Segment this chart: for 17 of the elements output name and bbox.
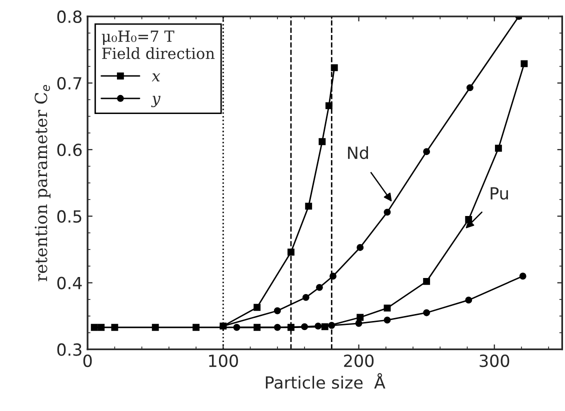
- legend-label: y: [151, 96, 161, 108]
- y-axis-title: retention parameter C$_{e}$: [34, 85, 50, 282]
- annotation: Nd: [348, 146, 368, 160]
- y-tick-label: 0.8: [57, 10, 82, 24]
- y-tick-label: 0.4: [57, 276, 82, 290]
- y-tick-label: 0.7: [57, 76, 82, 90]
- x-axis-title: Particle size Å: [266, 373, 386, 389]
- y-tick-label: 0.5: [57, 210, 82, 223]
- y-tick-label: 0.6: [57, 144, 82, 156]
- x-tick-label: 100: [209, 354, 238, 368]
- y-tick-label: 0.3: [57, 343, 82, 356]
- legend-title: μ₀H₀=7 T Field direction: [102, 30, 215, 60]
- x-tick-label: 0: [83, 354, 92, 368]
- legend-label: x: [152, 73, 160, 82]
- x-tick-label: 300: [480, 354, 510, 368]
- x-tick-label: 200: [344, 354, 374, 368]
- annotation: Pu: [490, 187, 508, 200]
